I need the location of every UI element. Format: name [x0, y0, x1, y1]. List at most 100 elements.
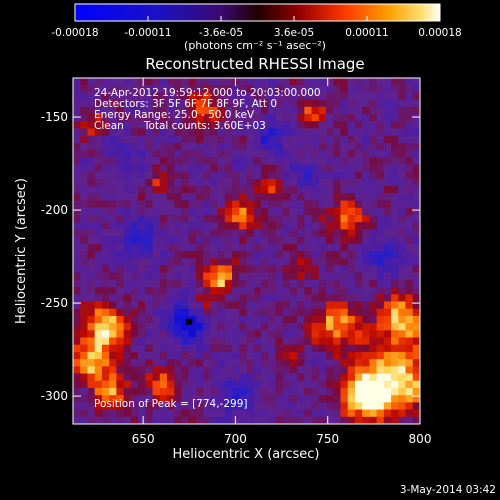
heatmap-cell: [347, 323, 356, 331]
heatmap-cell: [369, 416, 378, 424]
heatmap-cell: [282, 294, 291, 302]
heatmap-cell: [268, 121, 276, 129]
heatmap-cell: [232, 323, 240, 331]
heatmap-cell: [145, 200, 153, 209]
heatmap-cell: [188, 323, 197, 331]
heatmap-cell: [260, 258, 269, 266]
heatmap-cell: [376, 106, 385, 115]
heatmap-cell: [101, 366, 110, 374]
heatmap-cell: [166, 99, 175, 108]
heatmap-cell: [282, 214, 291, 223]
heatmap-cell: [275, 279, 284, 288]
heatmap-cell: [152, 135, 161, 144]
heatmap-cell: [260, 106, 269, 115]
heatmap-cell: [253, 265, 262, 274]
heatmap-cell: [326, 178, 334, 187]
heatmap-cell: [391, 78, 399, 86]
heatmap-cell: [159, 193, 168, 201]
heatmap-cell: [376, 294, 385, 302]
heatmap-cell: [275, 308, 284, 317]
heatmap-cell: [145, 395, 153, 403]
heatmap-cell: [203, 272, 211, 281]
heatmap-cell: [203, 128, 211, 137]
heatmap-cell: [80, 287, 88, 295]
heatmap-cell: [94, 114, 103, 122]
heatmap-cell: [159, 380, 168, 389]
heatmap-cell: [260, 409, 269, 418]
heatmap-cell: [159, 251, 168, 259]
heatmap-cell: [232, 330, 240, 338]
heatmap-cell: [188, 207, 197, 216]
heatmap-cell: [130, 150, 139, 158]
heatmap-cell: [383, 193, 392, 201]
heatmap-cell: [73, 337, 81, 346]
heatmap-cell: [297, 99, 305, 108]
heatmap-cell: [166, 92, 175, 101]
heatmap-cell: [181, 308, 190, 317]
heatmap-cell: [398, 380, 406, 389]
heatmap-cell: [246, 366, 255, 374]
heatmap-cell: [145, 85, 153, 93]
heatmap-cell: [369, 366, 378, 374]
heatmap-cell: [326, 121, 334, 129]
heatmap-cell: [138, 85, 146, 93]
heatmap-cell: [166, 236, 175, 245]
heatmap-cell: [289, 294, 298, 302]
heatmap-cell: [383, 251, 392, 259]
heatmap-cell: [268, 150, 276, 158]
heatmap-cell: [304, 178, 312, 187]
heatmap-cell: [145, 315, 153, 324]
heatmap-cell: [268, 92, 276, 101]
heatmap-cell: [246, 323, 255, 331]
heatmap-cell: [109, 272, 117, 281]
heatmap-cell: [174, 330, 182, 338]
heatmap-cell: [138, 222, 146, 230]
heatmap-cell: [174, 251, 182, 259]
heatmap-cell: [181, 222, 190, 230]
heatmap-cell: [145, 294, 153, 302]
heatmap-cell: [116, 351, 125, 360]
heatmap-cell: [210, 294, 218, 302]
heatmap-cell: [109, 301, 117, 310]
heatmap-cell: [188, 229, 197, 237]
heatmap-cell: [412, 200, 420, 209]
heatmap-cell: [80, 157, 88, 165]
heatmap-cell: [282, 236, 291, 245]
heatmap-cell: [123, 258, 132, 266]
heatmap-cell: [275, 128, 284, 137]
heatmap-cell: [188, 301, 197, 310]
heatmap-cell: [87, 214, 96, 223]
heatmap-cell: [289, 344, 298, 353]
heatmap-cell: [217, 265, 226, 274]
heatmap-cell: [369, 229, 378, 237]
heatmap-cell: [412, 142, 420, 151]
heatmap-cell: [326, 99, 334, 108]
heatmap-cell: [304, 395, 312, 403]
heatmap-cell: [412, 186, 420, 194]
x-tick-label: 750: [316, 432, 339, 446]
heatmap-cell: [116, 150, 125, 158]
heatmap-cell: [166, 330, 175, 338]
heatmap-cell: [130, 78, 139, 86]
heatmap-cell: [318, 395, 327, 403]
heatmap-cell: [239, 229, 247, 237]
heatmap-cell: [239, 236, 247, 245]
heatmap-cell: [210, 128, 218, 137]
heatmap-cell: [159, 402, 168, 410]
heatmap-cell: [145, 193, 153, 201]
heatmap-cell: [347, 150, 356, 158]
heatmap-cell: [130, 330, 139, 338]
heatmap-cell: [333, 128, 341, 137]
heatmap-cell: [109, 294, 117, 302]
timestamp: 3-May-2014 03:42: [400, 484, 496, 496]
heatmap-cell: [253, 344, 262, 353]
heatmap-cell: [275, 373, 284, 382]
heatmap-cell: [101, 142, 110, 151]
heatmap-cell: [166, 387, 175, 396]
heatmap-cell: [203, 380, 211, 389]
heatmap-cell: [405, 214, 414, 223]
heatmap-cell: [130, 236, 139, 245]
heatmap-cell: [138, 78, 146, 86]
heatmap-cell: [362, 229, 370, 237]
heatmap-cell: [275, 121, 284, 129]
